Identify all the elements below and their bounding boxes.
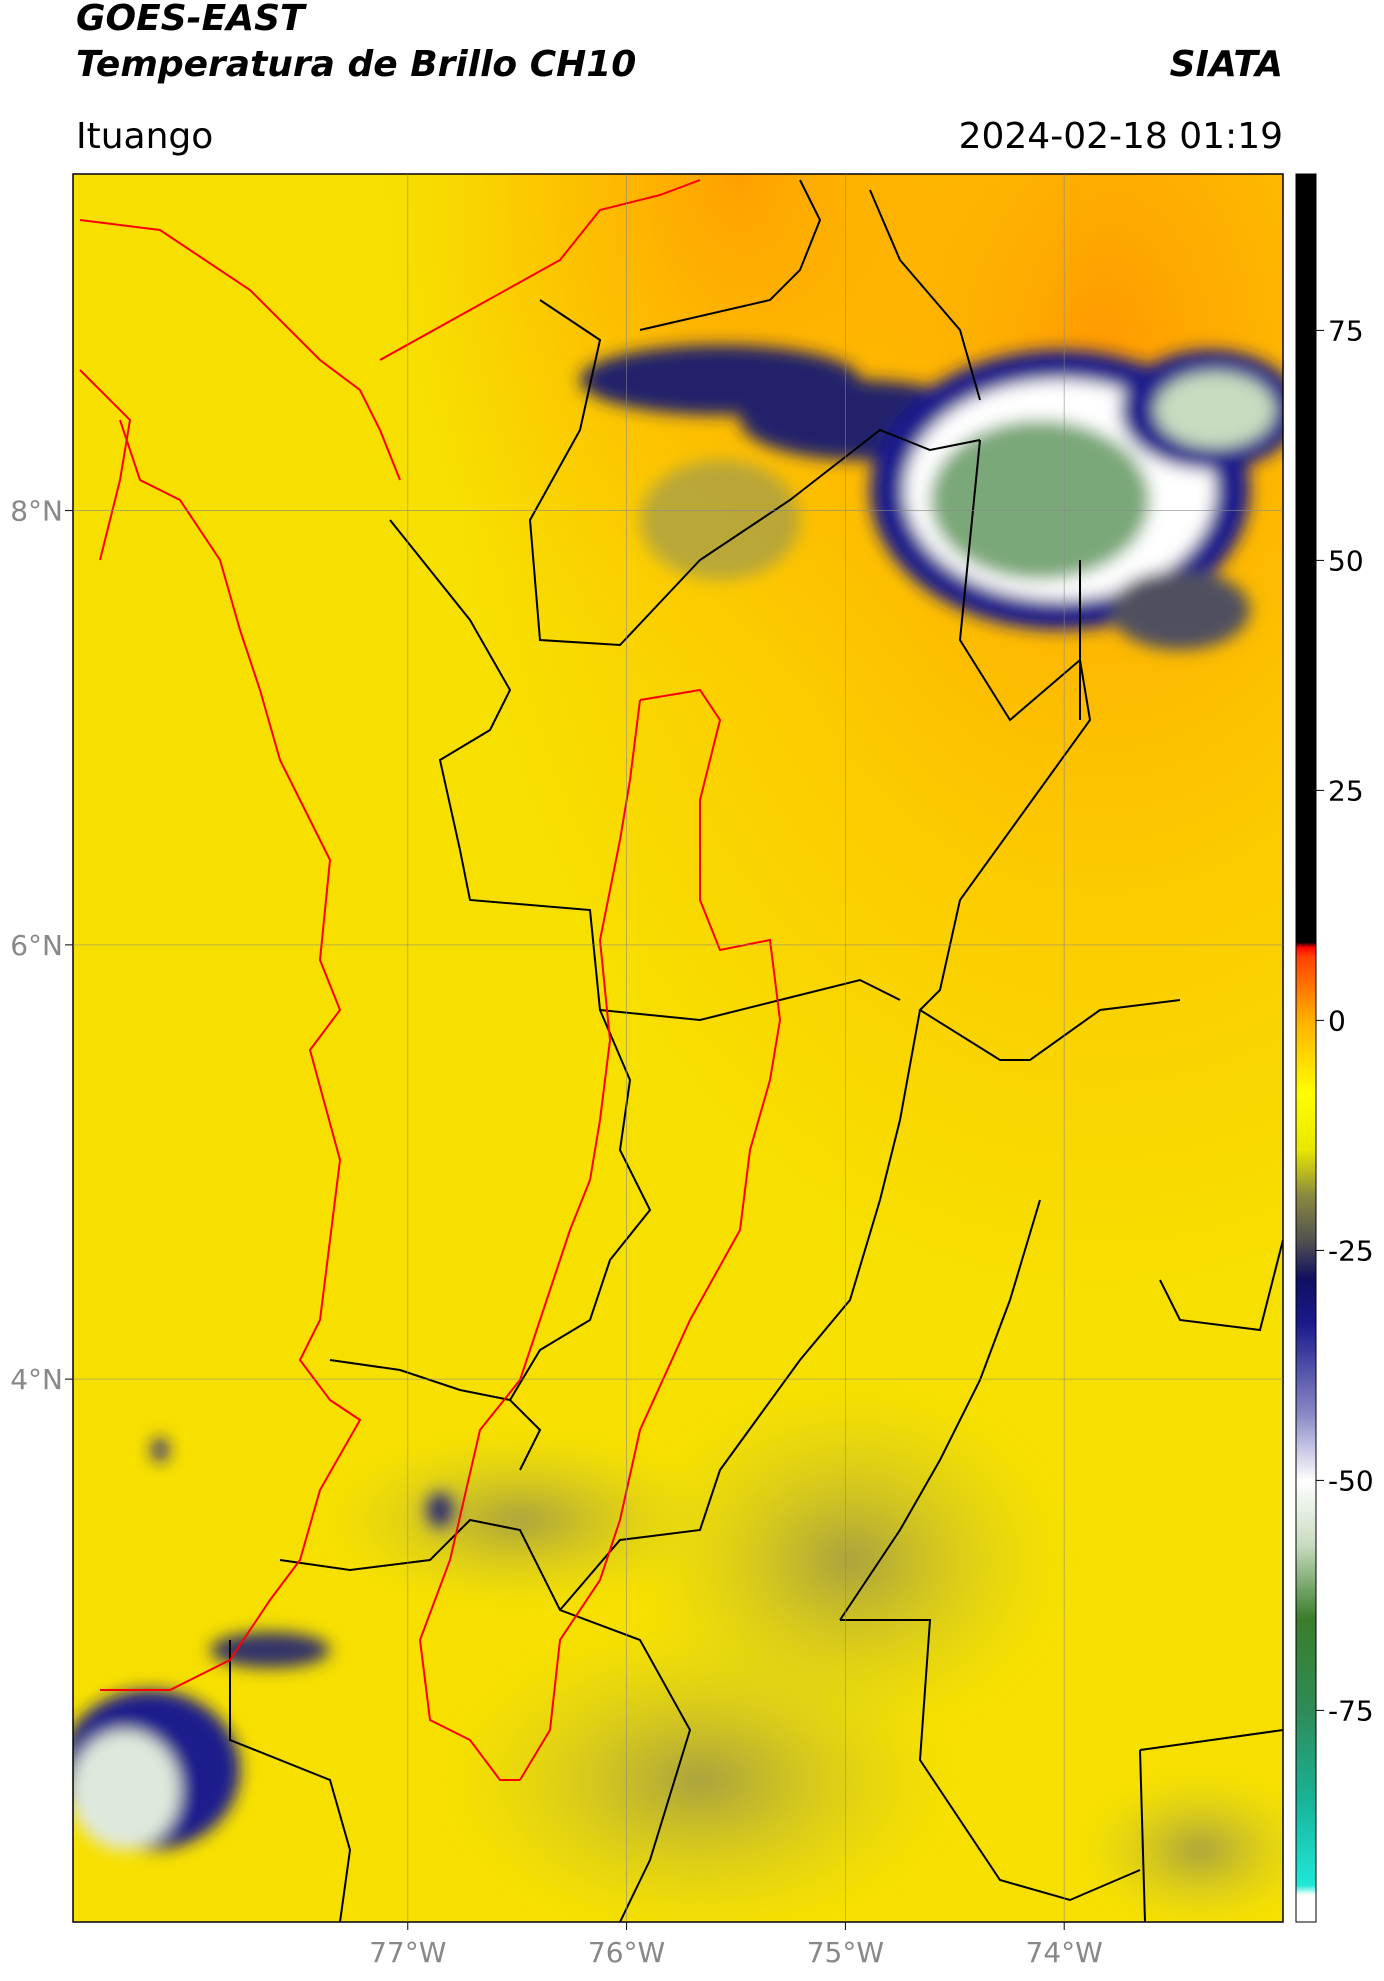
colorbar-segment (1296, 1480, 1316, 1546)
colorbar-tick-label: -75 (1328, 1694, 1374, 1727)
colorbar-tick-label: 25 (1328, 774, 1364, 807)
colorbar-segment (1296, 1894, 1316, 1923)
location: Ituango (76, 116, 213, 157)
colorbar-segment (1296, 1802, 1316, 1886)
subtitle: Temperatura de Brillo CH10 (76, 44, 636, 85)
lon-tick-label: 77°W (369, 1936, 446, 1969)
colorbar-segment (1296, 1020, 1316, 1095)
graticule: 77°W 76°W 75°W 74°W 8°N 6°N 4°N (10, 174, 1283, 1969)
colorbar-segment (1296, 946, 1316, 957)
colorbar-segment (1296, 956, 1316, 1021)
colorbar-segment (1296, 1241, 1316, 1279)
colorbar-tick-label: 75 (1328, 314, 1364, 347)
lat-tick-label: 8°N (10, 495, 63, 528)
colorbar-segment (1296, 1618, 1316, 1711)
colorbar-tick-label: 50 (1328, 544, 1364, 577)
datetime: 2024-02-18 01:19 (959, 116, 1283, 157)
colorbar-tick-label: -50 (1328, 1464, 1374, 1497)
colorbar-segment (1296, 942, 1316, 948)
colorbar-segment (1296, 1094, 1316, 1150)
lon-tick-label: 76°W (588, 1936, 665, 1969)
coastline-and-basin (79, 179, 782, 1781)
colorbar-tick-label: 0 (1328, 1004, 1346, 1037)
colorbar-segment (1296, 1324, 1316, 1417)
lon-tick-label: 74°W (1026, 1936, 1103, 1969)
colorbar-segment (1296, 174, 1316, 943)
colorbar-frame (1295, 173, 1317, 1923)
map-image (73, 174, 1283, 1922)
colorbar-segment (1296, 1710, 1316, 1803)
colorbar-segment (1296, 1278, 1316, 1325)
colorbar-segment (1296, 1885, 1316, 1895)
map-frame (72, 173, 1284, 1923)
colorbar-segment (1296, 1544, 1316, 1619)
lon-tick-label: 75°W (807, 1936, 884, 1969)
title: GOES-EAST (76, 0, 307, 39)
lat-tick-label: 6°N (10, 929, 63, 962)
colorbar-segment (1296, 1149, 1316, 1196)
admin-borders (229, 179, 1283, 1922)
lat-tick-label: 4°N (10, 1363, 63, 1396)
colorbar: 75 50 25 0 -25 -50 -75 (1295, 173, 1374, 1923)
colorbar-tick-label: -25 (1328, 1234, 1374, 1267)
colorbar-segment (1296, 1195, 1316, 1242)
colorbar-segment (1296, 1416, 1316, 1481)
cloud-features (73, 345, 1283, 1922)
source: SIATA (1170, 44, 1283, 85)
